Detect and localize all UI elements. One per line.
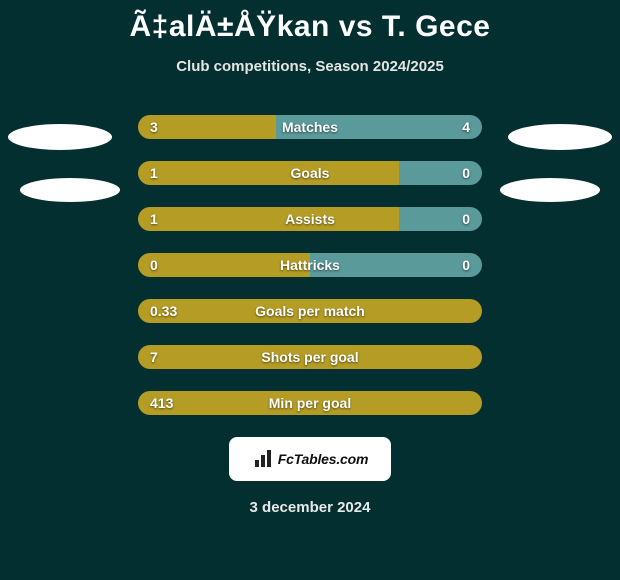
player-photo-left-2 <box>20 178 120 202</box>
stats-container: 3Matches41Goals01Assists00Hattricks00.33… <box>138 115 482 415</box>
snapshot-date: 3 december 2024 <box>0 499 620 516</box>
fctables-logo[interactable]: FcTables.com <box>229 437 391 481</box>
stat-label: Assists <box>138 207 482 231</box>
stat-label: Goals <box>138 161 482 185</box>
page-subtitle: Club competitions, Season 2024/2025 <box>0 58 620 75</box>
stat-value-right: 4 <box>462 115 470 139</box>
player-photo-left-1 <box>8 124 112 150</box>
stat-label: Goals per match <box>138 299 482 323</box>
stat-row: 1Goals0 <box>138 161 482 185</box>
stat-label: Hattricks <box>138 253 482 277</box>
stat-row: 1Assists0 <box>138 207 482 231</box>
stat-value-right: 0 <box>462 161 470 185</box>
page-title: Ã‡alÄ±ÅŸkan vs T. Gece <box>0 0 620 44</box>
player-photo-right-2 <box>500 178 600 202</box>
stat-value-right: 0 <box>462 253 470 277</box>
stat-row: 3Matches4 <box>138 115 482 139</box>
stat-label: Matches <box>138 115 482 139</box>
stat-row: 0Hattricks0 <box>138 253 482 277</box>
stat-row: 7Shots per goal <box>138 345 482 369</box>
stat-label: Min per goal <box>138 391 482 415</box>
logo-text: FcTables.com <box>278 451 368 467</box>
stat-value-right: 0 <box>462 207 470 231</box>
stat-row: 0.33Goals per match <box>138 299 482 323</box>
stat-label: Shots per goal <box>138 345 482 369</box>
stat-row: 413Min per goal <box>138 391 482 415</box>
bar-chart-icon <box>252 448 274 470</box>
player-photo-right-1 <box>508 124 612 150</box>
